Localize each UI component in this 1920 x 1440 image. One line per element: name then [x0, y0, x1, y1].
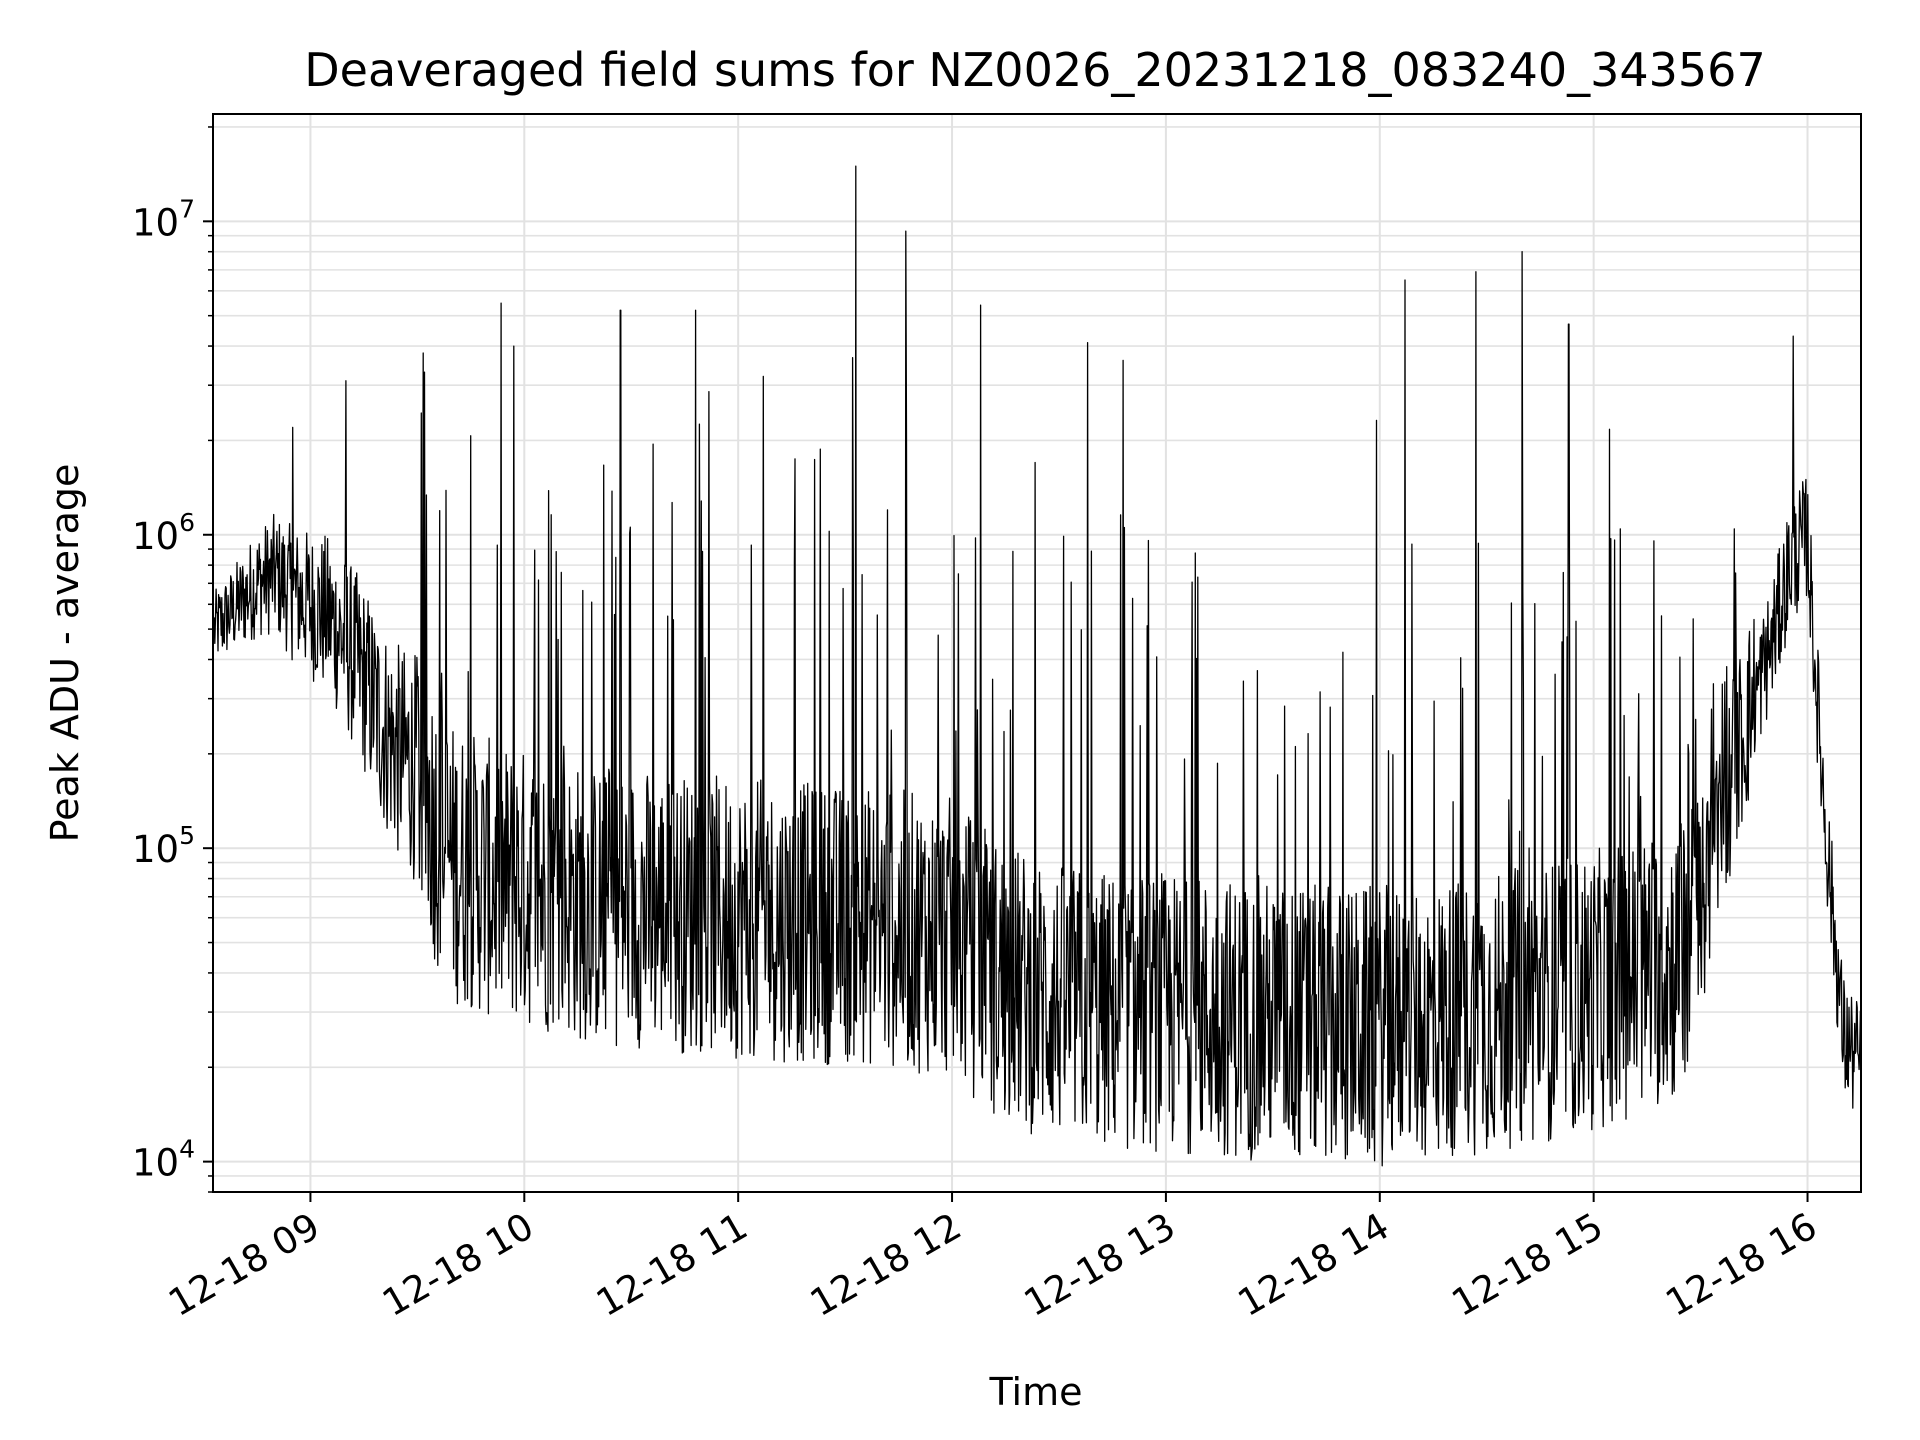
y-axis-label: Peak ADU - average: [43, 464, 87, 843]
y-axis: 104 105 106 107: [132, 126, 213, 1193]
chart-title: Deaveraged field sums for NZ0026_2023121…: [304, 43, 1765, 97]
data-series-line: [213, 165, 1862, 1167]
y-tick-label: 104: [132, 1135, 195, 1185]
y-tick-label: 106: [132, 508, 195, 558]
y-tick-label: 107: [132, 194, 195, 244]
x-axis-label: Time: [989, 1370, 1083, 1414]
y-tick-label: 105: [132, 821, 195, 871]
axes-frame: [212, 113, 1862, 1193]
plot-area: [213, 165, 1862, 1167]
